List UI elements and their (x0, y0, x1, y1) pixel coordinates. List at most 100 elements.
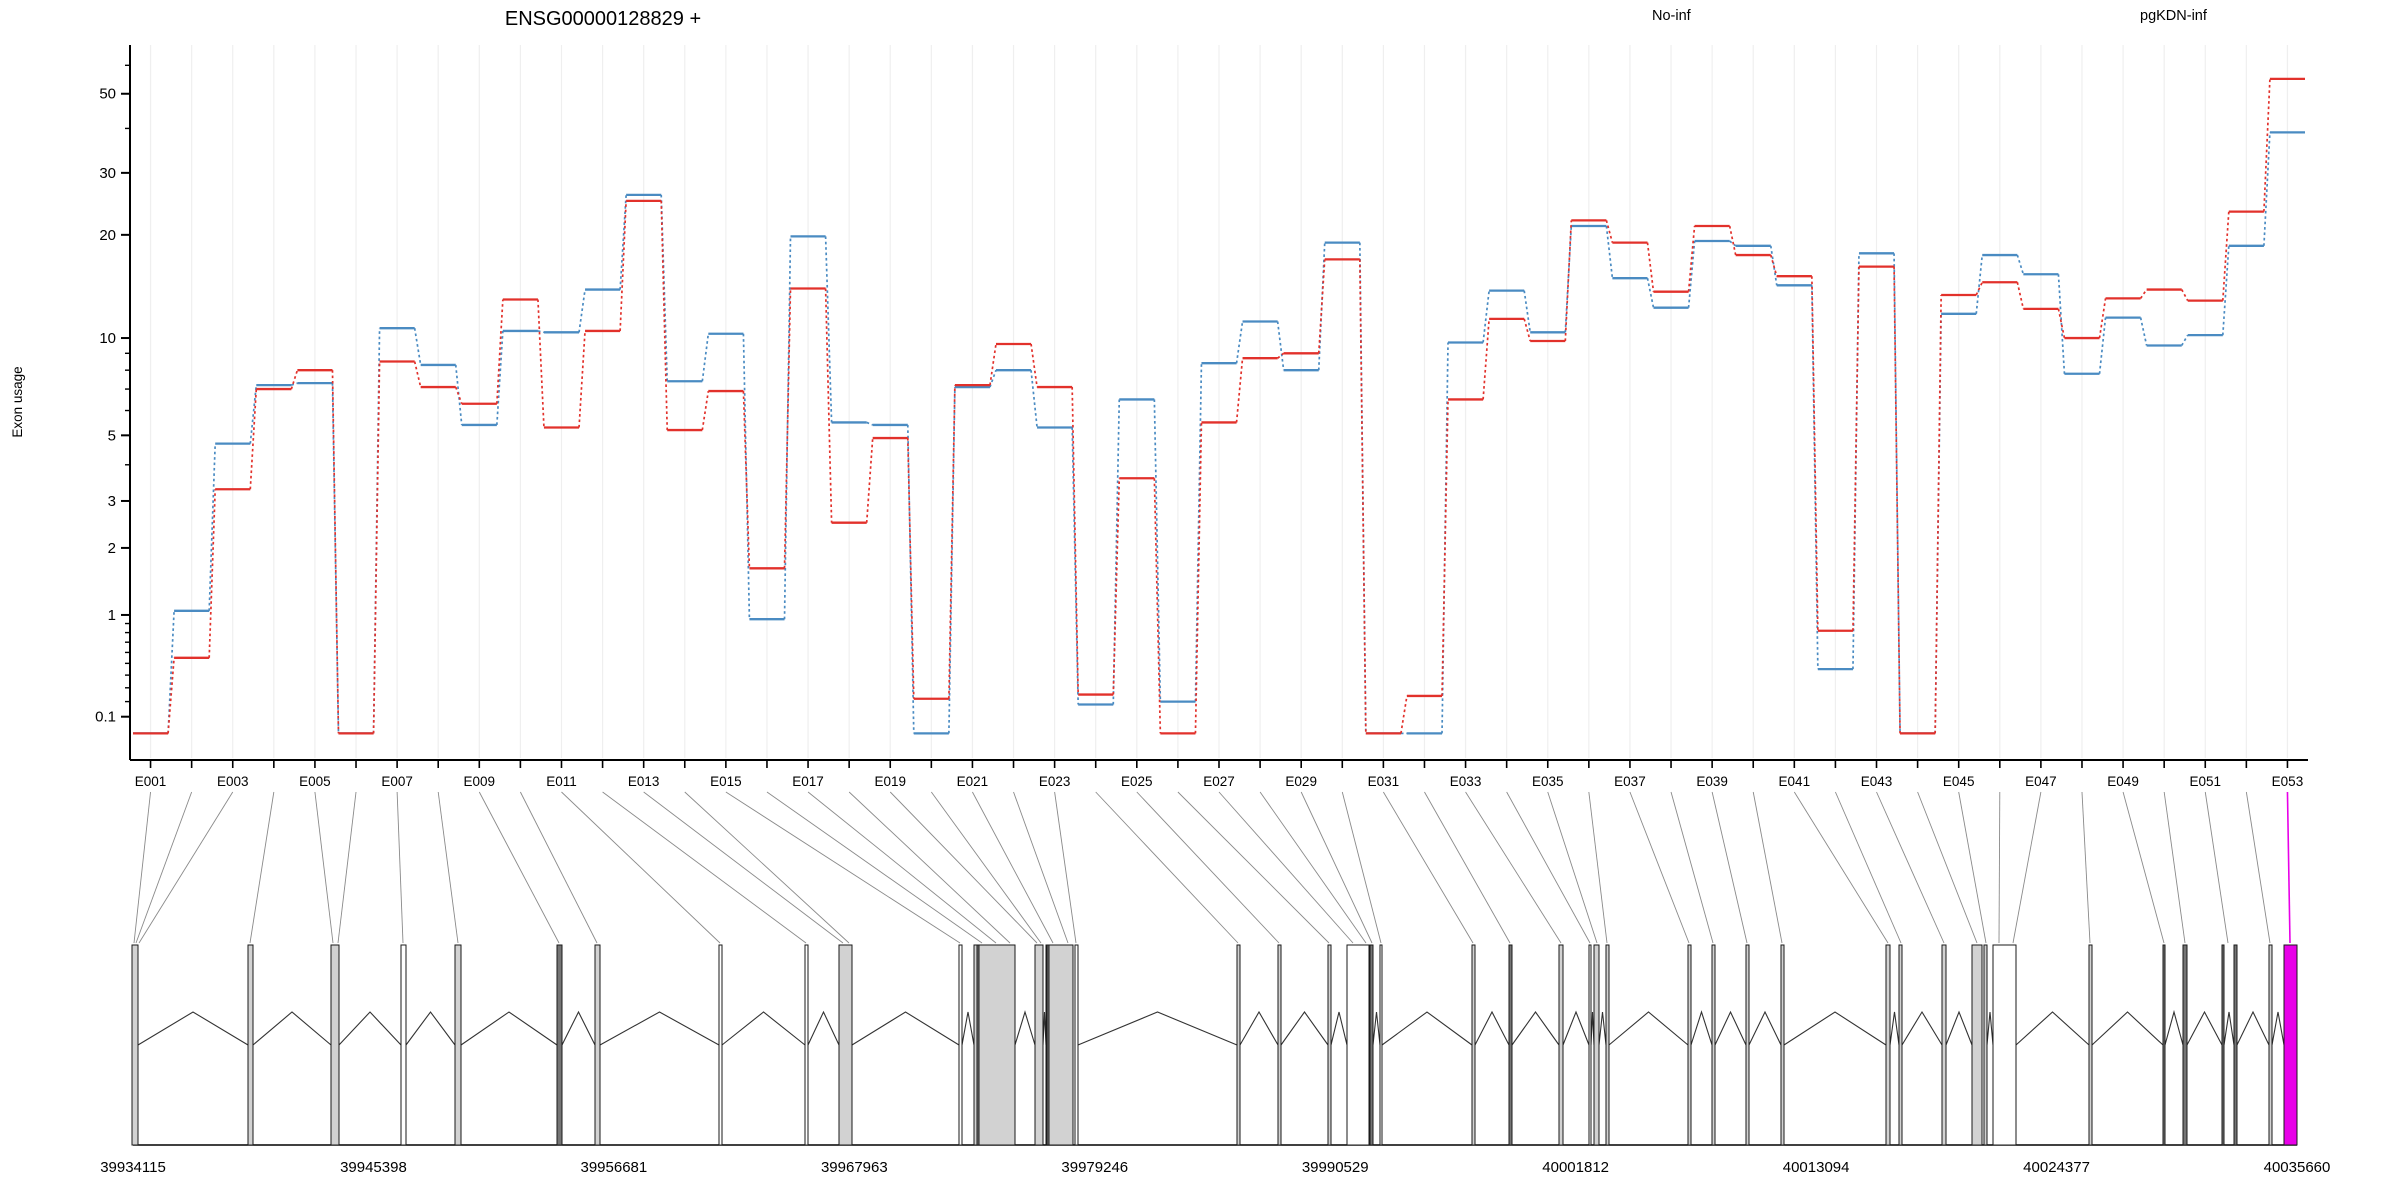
intron-chevron (2091, 1011, 2164, 1046)
connector-line (2245, 791, 2271, 944)
exon-box (330, 944, 340, 1146)
genomic-coordinate-label: 39956681 (581, 1159, 648, 1176)
series-pgkdn-inf-connector (1112, 399, 1121, 705)
exon-box (1379, 944, 1383, 1146)
exon-box (973, 944, 1016, 1146)
exon-box (1941, 944, 1947, 1146)
series-no-inf-connector (742, 391, 751, 569)
series-no-inf-connector (1769, 254, 1778, 277)
exon-box (804, 944, 809, 1146)
series-no-inf-connector (824, 288, 833, 523)
genomic-coordinate-label: 40013094 (1783, 1159, 1850, 1176)
x-tick-label: E031 (1368, 774, 1400, 789)
series-pgkdn-inf-connector (1153, 399, 1162, 702)
connector-line (2012, 791, 2042, 944)
x-tick-label: E005 (299, 774, 331, 789)
connector-line (1711, 791, 1748, 944)
intron-chevron (1889, 1011, 1900, 1046)
x-tick-label: E015 (710, 774, 742, 789)
intron-chevron (2223, 1011, 2235, 1046)
series-no-inf-connector (1523, 318, 1532, 342)
intron-chevron (405, 1011, 456, 1046)
exon-box (2182, 944, 2188, 1146)
series-pgkdn-inf-connector (2180, 334, 2189, 346)
connector-line (519, 791, 598, 944)
intron-chevron (1714, 1010, 1747, 1046)
series-no-inf-connector (496, 299, 504, 404)
connector-line (1300, 791, 1373, 944)
exon-box (1588, 944, 1592, 1146)
exon-box (718, 944, 723, 1146)
connector-line (1506, 791, 1591, 944)
series-no-inf-connector (372, 361, 381, 734)
x-tick-label: E013 (628, 774, 660, 789)
y-tick-label: 50 (99, 86, 116, 103)
exon-box (1327, 944, 1332, 1146)
intron-chevron (1014, 1010, 1036, 1046)
connector-line (1670, 791, 1714, 944)
x-tick-label: E027 (1203, 774, 1235, 789)
intron-chevron (961, 1011, 975, 1046)
series-no-inf (133, 77, 2305, 735)
legend-label-pgkdn-inf: pgKDN-inf (2140, 8, 2208, 24)
series-pgkdn-inf-connector (1523, 290, 1532, 333)
series-pgkdn-inf-connector (2098, 317, 2107, 374)
intron-chevron (807, 1010, 840, 1046)
exon-box (1983, 944, 1988, 1146)
exon-box (1745, 944, 1750, 1146)
series-pgkdn-inf-connector (824, 236, 833, 423)
x-tick-label: E039 (1696, 774, 1728, 789)
connector-line (1341, 791, 1382, 944)
series-pgkdn-inf-connector (291, 382, 298, 386)
connector-line (2122, 791, 2165, 944)
x-tick-label: E025 (1121, 774, 1153, 789)
series-no-inf-connector (2139, 289, 2148, 299)
series-pgkdn-inf-connector (1605, 225, 1614, 279)
x-tick-label: E001 (135, 774, 167, 789)
connector-line (1424, 791, 1511, 944)
exon-box (976, 944, 980, 1146)
series-no-inf-connector (1358, 259, 1367, 734)
series-no-inf-connector (1277, 352, 1285, 359)
intron-chevron (2236, 1010, 2270, 1046)
series-no-inf-connector (331, 370, 340, 734)
exon-box (1898, 944, 1903, 1146)
x-tick-label: E043 (1861, 774, 1893, 789)
series-no-inf-connector (413, 361, 422, 388)
series-pgkdn-inf-connector (2016, 254, 2025, 275)
genomic-coordinate-label: 39945398 (340, 1159, 407, 1176)
series-pgkdn-inf-connector (537, 330, 545, 334)
connector-line (135, 791, 193, 944)
series-pgkdn-inf-connector (1811, 285, 1819, 670)
connector-line (1218, 791, 1354, 944)
series-pgkdn-inf-connector (1482, 290, 1490, 343)
exon-box (2221, 944, 2225, 1146)
connector-line (602, 791, 807, 944)
exon-box (247, 944, 254, 1146)
exon-box (1034, 944, 1044, 1146)
series-no-inf-connector (1687, 225, 1696, 292)
intron-chevron (2271, 1011, 2285, 1046)
axes: 0.1 1 2 3 5 10 20 30 50 E001 E003 E005 E007 E009 E011 E… (95, 45, 2308, 789)
connector-line (2163, 791, 2186, 944)
connector-line (1465, 791, 1562, 944)
exon-box (2088, 944, 2093, 1146)
series-no-inf-connector (537, 299, 545, 428)
series-no-inf-connector (1441, 399, 1449, 696)
x-tick-label: E017 (792, 774, 824, 789)
intron-chevron (851, 1011, 960, 1046)
x-tick-label: E041 (1779, 774, 1811, 789)
intron-chevron (460, 1011, 558, 1046)
series-no-inf-connector (167, 657, 175, 734)
series-no-inf-connector (783, 288, 792, 569)
x-tick-label: E035 (1532, 774, 1564, 789)
series-no-inf-connector (1194, 422, 1203, 734)
series-no-inf-connector (2263, 78, 2271, 212)
y-tick-label: 30 (99, 165, 116, 182)
x-tick-label: E007 (381, 774, 413, 789)
series-no-inf-connector (1400, 695, 1408, 734)
x-tick-label: E009 (464, 774, 496, 789)
series-pgkdn-inf-connector (1235, 321, 1244, 364)
